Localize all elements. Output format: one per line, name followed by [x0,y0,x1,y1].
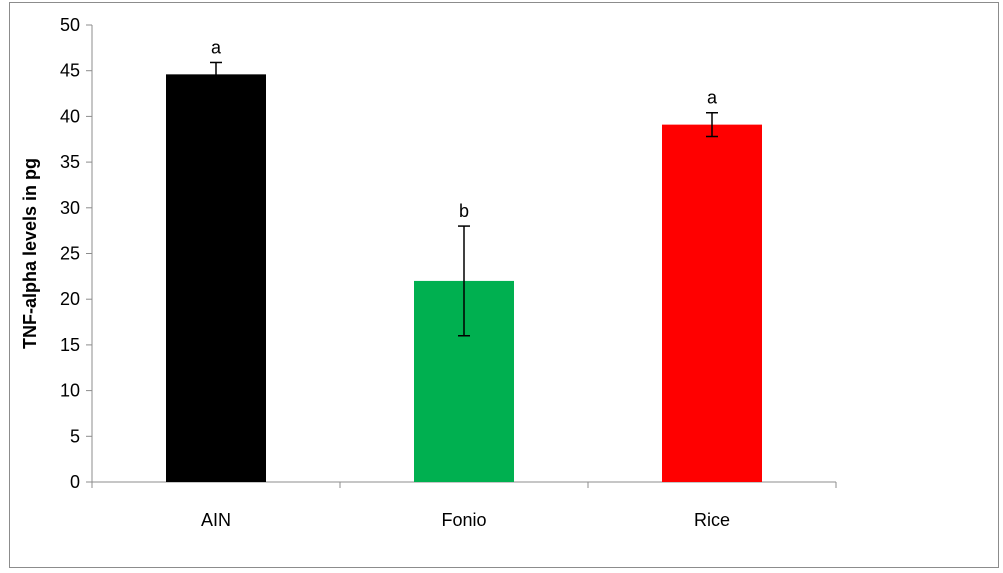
significance-label: a [211,37,222,57]
y-tick-label: 5 [70,426,80,446]
significance-label: b [459,201,469,221]
y-axis: 0 5 10 15 20 25 30 35 40 45 50 [60,15,93,492]
y-tick-label: 30 [60,198,80,218]
y-tick-label: 35 [60,152,80,172]
x-category-label: Fonio [441,510,486,530]
bar-ain [166,74,266,482]
x-category-label: Rice [694,510,730,530]
error-bars [210,61,718,337]
y-tick-label: 50 [60,15,80,35]
y-axis-label: TNF-alpha levels in pg [20,158,40,349]
y-tick-label: 40 [60,106,80,126]
y-tick-label: 20 [60,289,80,309]
bar-rice [662,124,762,482]
y-tick-label: 15 [60,335,80,355]
y-tick-label: 25 [60,244,80,264]
significance-label: a [707,88,718,108]
y-tick-label: 45 [60,61,80,81]
significance-labels: a b a [211,37,718,221]
bars [166,74,762,482]
y-tick-label: 10 [60,381,80,401]
x-category-label: AIN [201,510,231,530]
x-axis: AIN Fonio Rice [91,481,837,530]
y-tick-label: 0 [70,472,80,492]
